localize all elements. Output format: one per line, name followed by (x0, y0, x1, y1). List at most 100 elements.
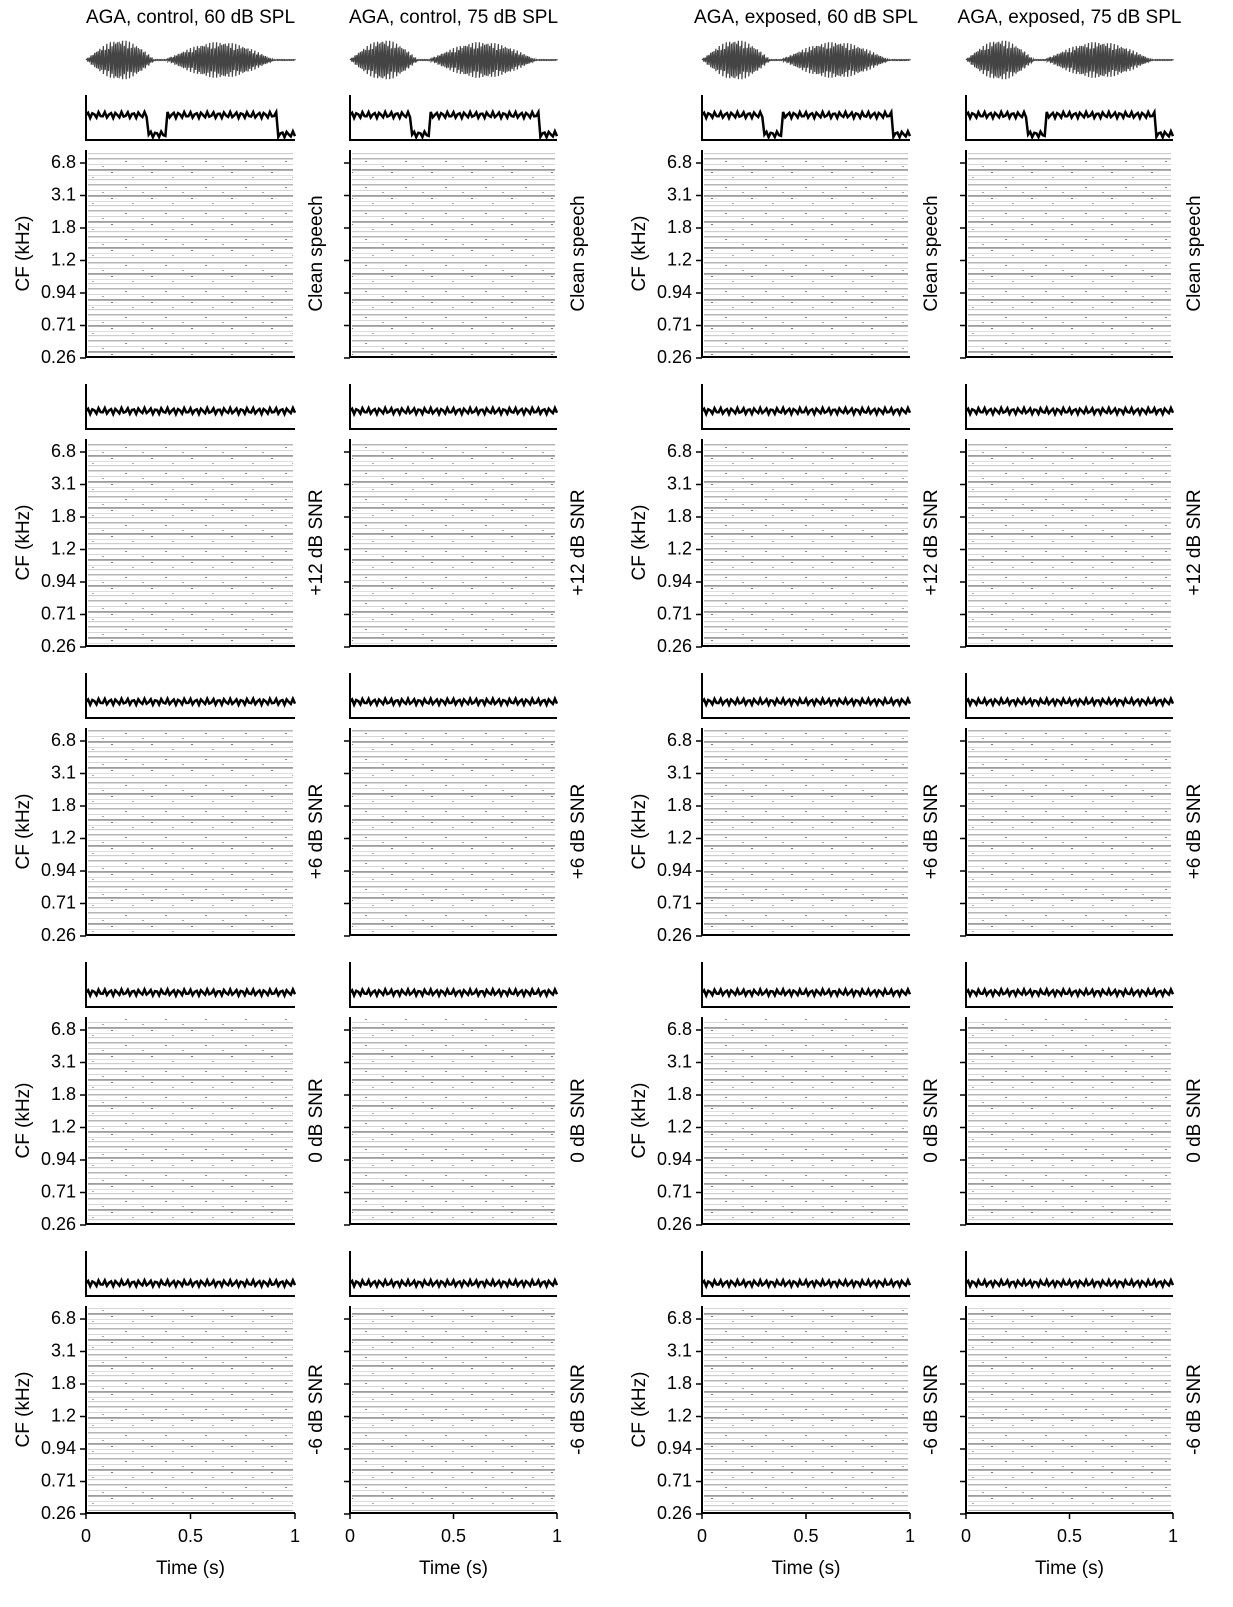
y-tick-label: 1.2 (667, 1116, 692, 1136)
x-tick-label: 0.5 (1057, 1526, 1082, 1546)
y-axis-label: CF (kHz) (13, 794, 34, 870)
x-axis-label: Time (s) (772, 1558, 841, 1579)
y-tick-label: 3.1 (51, 184, 76, 204)
x-tick-label: 0 (81, 1526, 91, 1546)
raster-axis (965, 1017, 1173, 1225)
y-tick-label: 0.71 (657, 603, 692, 623)
envelope (965, 986, 1175, 999)
y-tick-label: 3.1 (667, 1051, 692, 1071)
y-tick-label: 1.2 (51, 249, 76, 269)
envelope-axis (701, 962, 910, 1008)
y-tick-label: 6.8 (51, 152, 76, 172)
envelope (349, 986, 559, 999)
x-tick-label: 0.5 (441, 1526, 466, 1546)
y-tick-label: 3.1 (667, 473, 692, 493)
envelope (965, 404, 1175, 418)
envelope-axis (965, 1251, 1173, 1297)
spike-raster (704, 441, 908, 644)
column-title: AGA, exposed, 60 dB SPL (694, 7, 918, 28)
spike-raster (88, 152, 293, 355)
y-tick-label: 6.8 (51, 1308, 76, 1328)
y-axis-label: CF (kHz) (629, 505, 650, 581)
y-tick-label: 1.8 (51, 217, 76, 237)
envelope (349, 107, 559, 141)
envelope (85, 404, 297, 418)
waveform (85, 40, 296, 80)
envelope-axis (701, 95, 910, 141)
envelope-axis (965, 673, 1173, 719)
row-label: -6 dB SNR (921, 1364, 942, 1455)
raster-axis (85, 150, 295, 358)
envelope-axis (349, 962, 557, 1008)
y-tick-label: 6.8 (667, 730, 692, 750)
row-label: +6 dB SNR (306, 784, 327, 880)
y-tick-label: 1.2 (51, 1116, 76, 1136)
raster-axis (349, 728, 557, 936)
y-tick-label: 1.8 (667, 506, 692, 526)
row-label: Clean speech (1184, 195, 1205, 311)
y-tick-label: 0.26 (41, 1503, 76, 1523)
y-tick-label: 1.8 (51, 1084, 76, 1104)
y-tick-label: 1.2 (51, 538, 76, 558)
spike-raster (968, 441, 1171, 644)
y-tick-label: 3.1 (51, 762, 76, 782)
raster-axis (965, 439, 1173, 647)
row-label: -6 dB SNR (306, 1364, 327, 1455)
y-axis-label: CF (kHz) (629, 1083, 650, 1159)
y-tick-label: 3.1 (667, 184, 692, 204)
envelope-axis (965, 95, 1173, 141)
y-axis-label: CF (kHz) (629, 1372, 650, 1448)
envelope (85, 1277, 297, 1290)
y-tick-label: 6.8 (667, 1019, 692, 1039)
waveform (349, 40, 558, 80)
y-tick-label: 0.71 (657, 1470, 692, 1490)
row-label: +6 dB SNR (1184, 784, 1205, 880)
row-label: 0 dB SNR (306, 1078, 327, 1162)
y-tick-label: 0.94 (41, 1438, 76, 1458)
y-tick-label: 6.8 (51, 1019, 76, 1039)
y-tick-label: 6.8 (667, 1308, 692, 1328)
row-label: Clean speech (306, 195, 327, 311)
spike-raster (704, 152, 908, 355)
envelope-axis (965, 384, 1173, 430)
y-tick-label: 0.71 (657, 314, 692, 334)
y-tick-label: 1.2 (51, 1405, 76, 1425)
waveform (701, 40, 911, 80)
y-tick-label: 3.1 (667, 1340, 692, 1360)
y-tick-label: 1.8 (667, 1084, 692, 1104)
raster-axis (85, 728, 295, 936)
y-tick-label: 1.8 (667, 217, 692, 237)
envelope-axis (85, 384, 295, 430)
spike-raster (704, 1019, 908, 1222)
spike-raster (968, 1019, 1171, 1222)
raster-axis (965, 150, 1173, 358)
y-tick-label: 1.2 (667, 538, 692, 558)
y-tick-label: 0.71 (41, 1470, 76, 1490)
y-tick-label: 0.94 (657, 1438, 692, 1458)
envelope (965, 107, 1175, 141)
y-tick-label: 1.8 (667, 795, 692, 815)
envelope-axis (349, 673, 557, 719)
y-tick-label: 0.71 (41, 892, 76, 912)
x-tick-label: 0.5 (178, 1526, 203, 1546)
envelope-axis (85, 673, 295, 719)
column-title: AGA, exposed, 75 dB SPL (958, 7, 1182, 28)
row-label: 0 dB SNR (921, 1078, 942, 1162)
waveform (965, 40, 1174, 80)
y-tick-label: 0.94 (657, 860, 692, 880)
spike-raster (968, 730, 1171, 933)
y-tick-label: 0.71 (41, 1181, 76, 1201)
x-tick-label: 1 (290, 1526, 300, 1546)
envelope (349, 695, 559, 708)
row-label: 0 dB SNR (568, 1078, 589, 1162)
envelope-axis (701, 384, 910, 430)
row-label: Clean speech (568, 195, 589, 311)
y-tick-label: 3.1 (51, 473, 76, 493)
row-label: +6 dB SNR (921, 784, 942, 880)
y-tick-label: 0.71 (41, 603, 76, 623)
y-tick-label: 0.71 (41, 314, 76, 334)
y-tick-label: 1.8 (667, 1373, 692, 1393)
y-axis-label: CF (kHz) (13, 1372, 34, 1448)
envelope (85, 107, 297, 141)
